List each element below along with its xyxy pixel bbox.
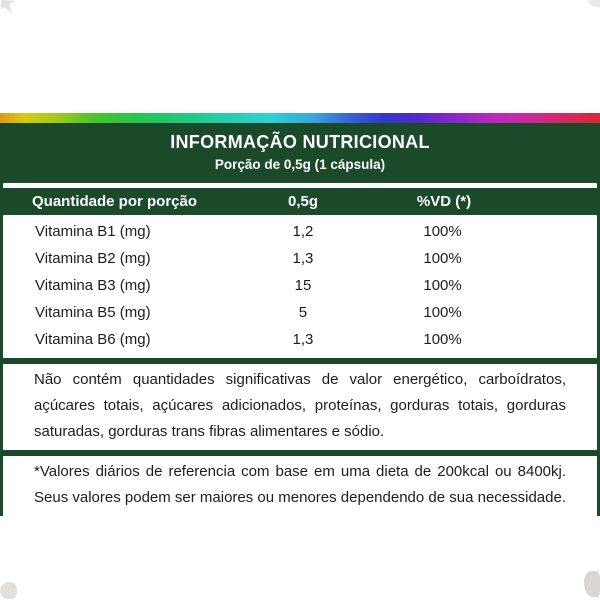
nutrient-dv: 100%: [423, 304, 462, 321]
table-row: Vitamina B5 (mg) 5 100%: [3, 299, 597, 326]
nutrient-name: Vitamina B5 (mg): [35, 304, 151, 321]
corner-shadow-bottom-right: [584, 571, 600, 597]
corner-shadow-top-right: [589, 0, 600, 7]
corner-shadow-bottom-left: [0, 582, 17, 599]
nutrient-dv: 100%: [423, 277, 462, 294]
nutrient-amount: 15: [294, 277, 312, 294]
table-row: Vitamina B1 (mg) 1,2 100%: [3, 218, 597, 245]
table-body: Vitamina B1 (mg) 1,2 100% Vitamina B2 (m…: [0, 215, 600, 358]
nutrient-dv: 100%: [423, 250, 462, 267]
nutrient-amount: 1,3: [292, 331, 314, 348]
nutrient-name: Vitamina B1 (mg): [35, 223, 151, 240]
label-title: INFORMAÇÃO NUTRICIONAL: [170, 132, 430, 152]
table-header-row: Quantidade por porção 0,5g %VD (*): [0, 188, 600, 215]
nutrient-dv: 100%: [423, 223, 462, 240]
serving-size: Porção de 0,5g (1 cápsula): [214, 157, 386, 172]
nutrition-label: INFORMAÇÃO NUTRICIONAL Porção de 0,5g (1…: [0, 113, 600, 516]
nutrient-name: Vitamina B6 (mg): [35, 331, 151, 348]
nutrient-amount: 1,2: [292, 223, 314, 240]
column-header-amount: 0,5g: [287, 193, 318, 210]
header-table-gap: [0, 183, 600, 188]
note-no-significant-amounts: Não contém quantidades significativas de…: [0, 364, 600, 450]
nutrient-name: Vitamina B2 (mg): [35, 250, 151, 267]
column-header-dv: %VD (*): [416, 193, 472, 210]
table-row: Vitamina B2 (mg) 1,3 100%: [3, 245, 597, 272]
section-divider: [0, 450, 600, 456]
nutrient-dv: 100%: [423, 331, 462, 348]
nutrient-amount: 1,3: [292, 250, 314, 267]
label-header: INFORMAÇÃO NUTRICIONAL Porção de 0,5g (1…: [0, 123, 600, 183]
section-divider: [0, 358, 600, 364]
note-daily-values: *Valores diários de referencia com base …: [0, 456, 600, 516]
table-row: Vitamina B6 (mg) 1,3 100%: [3, 326, 597, 353]
nutrient-name: Vitamina B3 (mg): [35, 277, 151, 294]
column-header-quantity: Quantidade por porção: [32, 193, 198, 210]
rainbow-stripe: [0, 113, 600, 123]
table-row: Vitamina B3 (mg) 15 100%: [3, 272, 597, 299]
corner-shadow-top-left: [1, 0, 16, 13]
nutrient-amount: 5: [298, 304, 308, 321]
